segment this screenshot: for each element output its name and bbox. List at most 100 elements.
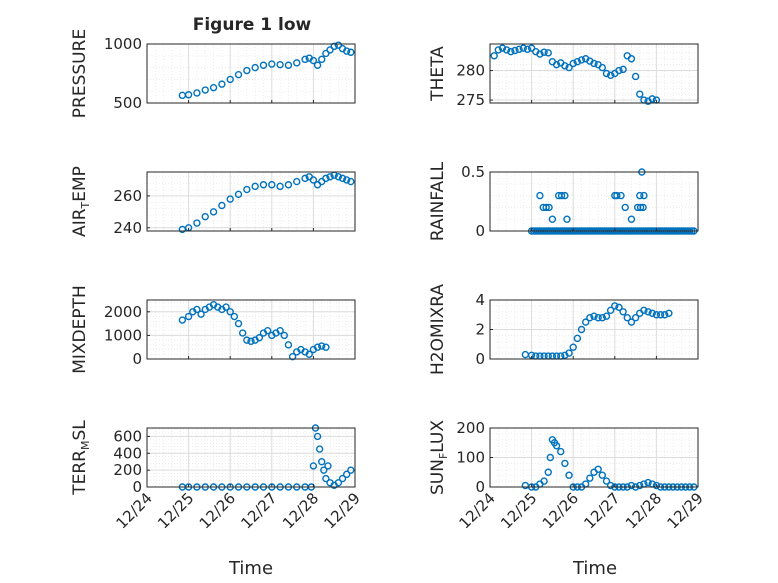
subplot-left-row1: 500 1000 PRESSURE	[70, 29, 356, 118]
data-point	[251, 63, 259, 72]
data-point	[494, 46, 503, 54]
data-point	[598, 63, 607, 72]
axes-box	[146, 43, 356, 104]
y-tick-label: 0.5	[461, 163, 485, 181]
data-point	[639, 203, 647, 212]
data-point	[342, 176, 351, 184]
plot-area	[147, 44, 355, 103]
y-tick-label: 500	[113, 94, 142, 112]
data-point	[268, 60, 276, 68]
y-axis-label-main: SUN	[428, 459, 448, 495]
data-point	[502, 46, 511, 54]
data-point	[309, 462, 318, 470]
data-point	[590, 59, 598, 68]
data-point	[631, 314, 640, 322]
data-point	[259, 181, 268, 189]
data-point	[569, 59, 577, 68]
data-point	[322, 49, 330, 58]
data-point	[602, 312, 611, 320]
axes-box	[146, 427, 356, 488]
data-point	[293, 59, 301, 67]
y-tick-label: 100	[456, 449, 485, 467]
data-point	[577, 325, 586, 334]
data-point	[338, 474, 347, 483]
y-axis-label: H2OMIXRA	[428, 284, 448, 375]
data-point	[623, 314, 631, 322]
y-tick-label: 4	[475, 291, 485, 309]
data-point	[527, 44, 536, 52]
data-point	[334, 479, 343, 487]
data-point	[218, 201, 226, 210]
data-point	[636, 203, 645, 212]
data-point	[631, 72, 640, 81]
data-point	[490, 52, 498, 60]
data-point	[193, 305, 201, 314]
data-point	[536, 191, 544, 200]
data-point	[243, 336, 251, 344]
data-point	[557, 191, 566, 200]
data-point	[557, 447, 565, 456]
data-point	[606, 306, 615, 315]
data-point	[586, 474, 594, 482]
axes-box	[146, 171, 356, 232]
y-axis-label-main: THETA	[428, 46, 448, 102]
data-point	[569, 343, 577, 351]
data-point	[552, 442, 561, 450]
data-point	[315, 445, 324, 453]
data-point	[234, 190, 243, 199]
data-point	[259, 61, 268, 69]
data-point	[301, 55, 309, 64]
y-axis-label-main: H2OMIXRA	[428, 284, 448, 375]
data-point	[251, 182, 259, 191]
data-point	[598, 471, 607, 479]
data-point	[648, 309, 656, 317]
data-point	[611, 302, 619, 310]
y-axis-label-rest: SL	[70, 420, 90, 441]
y-tick-label: 0	[475, 350, 485, 368]
data-point	[234, 70, 243, 79]
data-point	[602, 69, 611, 78]
data-point	[540, 48, 548, 56]
data-point	[613, 191, 621, 200]
data-point	[498, 44, 507, 52]
data-point	[234, 319, 243, 328]
data-point	[590, 312, 598, 320]
data-point	[247, 337, 255, 345]
y-axis-label-subscript: M	[79, 441, 92, 451]
data-point	[313, 61, 322, 69]
data-point	[594, 314, 602, 322]
data-point	[276, 326, 284, 335]
data-point	[255, 334, 264, 342]
x-axis-label-right: Time	[572, 558, 617, 579]
data-point	[544, 468, 552, 476]
data-point	[627, 55, 636, 63]
plot-area	[147, 172, 355, 231]
data-point	[209, 83, 218, 92]
y-axis-label-main: TERR	[70, 450, 90, 496]
data-point	[606, 71, 615, 79]
data-point	[561, 191, 569, 200]
data-point	[313, 343, 322, 351]
y-tick-label: 1000	[104, 35, 142, 53]
y-axis-label: TERRMSL	[70, 420, 92, 496]
y-tick-label: 0	[132, 350, 142, 368]
y-tick-label: 2	[475, 321, 485, 339]
data-point	[619, 65, 627, 74]
data-point	[322, 343, 330, 351]
data-point	[540, 477, 548, 485]
y-axis-label-subscript: F	[437, 453, 450, 459]
y-axis-label: AIRTEMP	[70, 166, 92, 237]
data-point	[661, 311, 669, 319]
figure-title: Figure 1 low	[193, 15, 312, 35]
data-point	[226, 195, 234, 203]
data-point	[636, 191, 644, 200]
y-axis-label-rest: EMP	[70, 166, 90, 202]
subplot-right-row1: 275 280 THETA	[428, 43, 699, 109]
data-point	[544, 49, 552, 57]
data-point	[301, 174, 309, 183]
data-point	[209, 208, 218, 216]
data-point	[536, 50, 544, 58]
data-point	[184, 312, 193, 321]
data-point	[243, 185, 251, 194]
y-tick-label: 2000	[104, 303, 142, 321]
